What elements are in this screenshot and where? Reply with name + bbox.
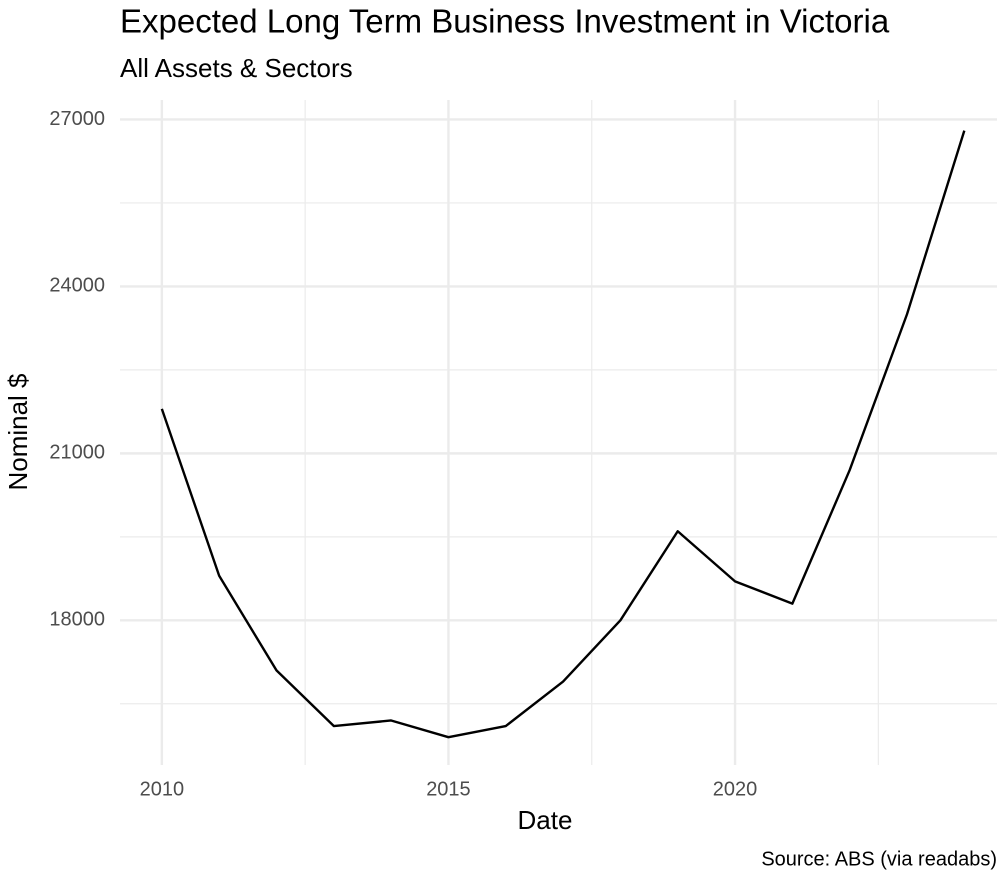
x-tick-label: 2010 — [140, 778, 185, 800]
y-axis-title: Nominal $ — [3, 373, 33, 491]
chart-title: Expected Long Term Business Investment i… — [120, 3, 890, 40]
x-axis-title: Date — [518, 805, 573, 835]
y-tick-label: 24000 — [49, 275, 105, 297]
data-line — [160, 130, 966, 739]
y-tick-label: 21000 — [49, 442, 105, 464]
caption: Source: ABS (via readabs) — [761, 848, 997, 870]
y-tick-label: 27000 — [49, 108, 105, 130]
y-tick-label: 18000 — [49, 609, 105, 631]
chart-subtitle: All Assets & Sectors — [120, 53, 353, 83]
x-tick-label: 2020 — [713, 778, 758, 800]
x-tick-label: 2015 — [426, 778, 471, 800]
